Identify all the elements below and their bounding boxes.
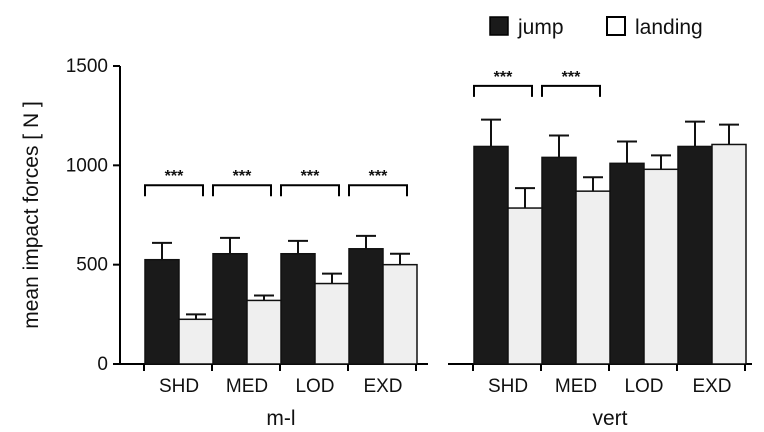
bar-jump-med: [541, 156, 577, 365]
x-tick-label: EXD: [692, 376, 731, 397]
x-tick-label: SHD: [159, 376, 199, 397]
x-tick-label: LOD: [295, 376, 334, 397]
significance-bracket: [541, 84, 601, 97]
bar-landing-exd: [382, 263, 418, 365]
x-tick-label: MED: [555, 376, 597, 397]
bar-jump-exd: [677, 145, 713, 365]
bar-landing-shd: [507, 207, 543, 365]
significance-bracket: [348, 184, 408, 197]
bar-landing-med: [246, 299, 282, 365]
group-label-m-l: m-l: [266, 407, 295, 430]
y-tick-label: 1000: [66, 155, 108, 176]
legend-label-landing: landing: [635, 16, 703, 39]
significance-label: ***: [494, 69, 513, 86]
y-tick-label: 0: [97, 354, 108, 375]
bar-jump-med: [212, 252, 248, 365]
legend-label-jump: jump: [517, 16, 564, 39]
plot-area: 0 500 1000 1500 SHD MED LOD EXD m-l *** *** *** *** S…: [66, 56, 752, 430]
legend-swatch-landing: [606, 16, 626, 36]
bar-jump-shd: [473, 145, 509, 365]
bar-landing-lod: [643, 168, 679, 365]
x-tick-label: SHD: [488, 376, 528, 397]
significance-label: ***: [233, 168, 252, 185]
y-axis-title: mean impact forces [ N ]: [20, 101, 43, 329]
x-tick-label: EXD: [363, 376, 402, 397]
x-tick-label: MED: [226, 376, 268, 397]
bar-jump-shd: [144, 258, 180, 365]
significance-label: ***: [165, 168, 184, 185]
significance-bracket: [144, 184, 204, 197]
bar-landing-lod: [314, 282, 350, 365]
y-tick-label: 500: [76, 255, 108, 276]
bar-jump-lod: [280, 252, 316, 365]
bar-landing-exd: [711, 143, 747, 365]
significance-bracket: [280, 184, 340, 197]
significance-bracket: [473, 84, 533, 97]
significance-bracket: [212, 184, 272, 197]
y-tick-label: 1500: [66, 56, 108, 77]
bar-landing-med: [575, 190, 611, 365]
bar-landing-shd: [178, 318, 214, 365]
group-label-vert: vert: [592, 407, 627, 430]
significance-label: ***: [369, 168, 388, 185]
significance-label: ***: [562, 69, 581, 86]
legend: jump landing: [489, 16, 703, 39]
significance-label: ***: [301, 168, 320, 185]
x-tick-label: LOD: [624, 376, 663, 397]
bar-jump-exd: [348, 248, 384, 365]
bar-jump-lod: [609, 162, 645, 365]
legend-swatch-jump: [489, 16, 509, 36]
